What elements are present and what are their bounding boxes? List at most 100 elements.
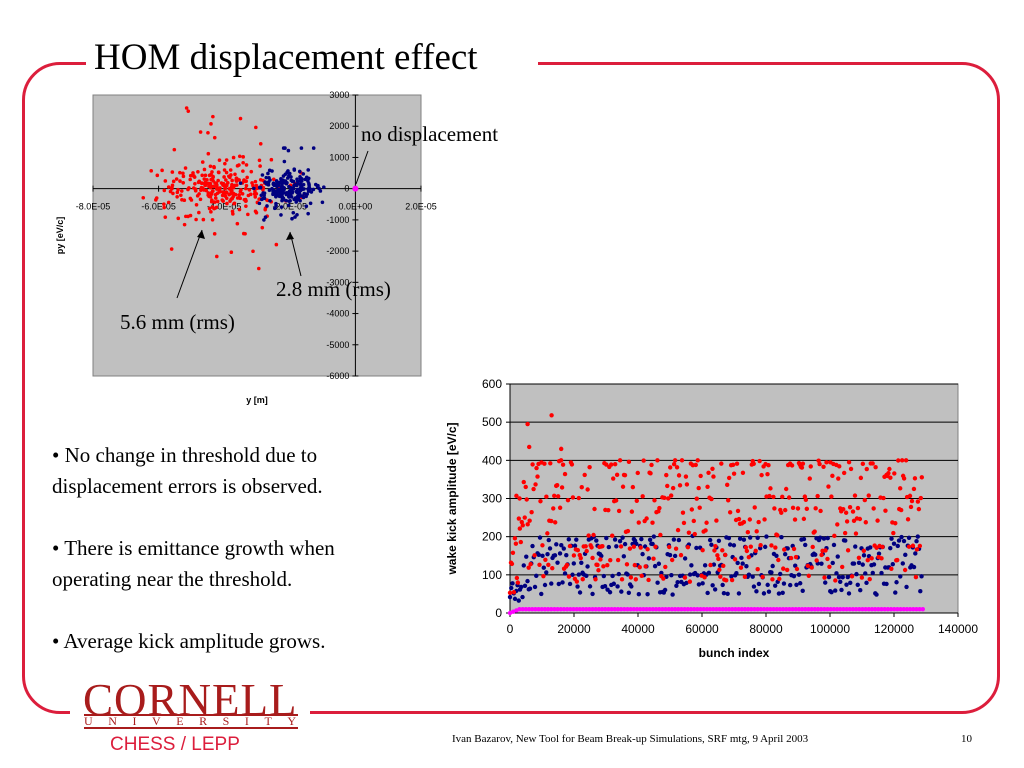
blue-point <box>762 544 768 550</box>
red-point <box>589 545 594 550</box>
red-point <box>210 198 214 203</box>
blue-point <box>801 536 807 542</box>
blue-point <box>904 584 909 590</box>
magenta-point <box>536 606 541 612</box>
red-point <box>806 573 811 578</box>
blue-point <box>575 584 580 589</box>
blue-point <box>682 556 688 561</box>
red-point <box>819 552 824 558</box>
blue-point <box>257 185 262 190</box>
magenta-point <box>660 606 665 612</box>
magenta-point <box>901 606 906 612</box>
red-point <box>232 201 236 206</box>
red-point <box>640 494 645 499</box>
magenta-point <box>695 606 700 612</box>
red-point <box>188 177 192 182</box>
blue-point <box>871 562 877 567</box>
red-point <box>615 557 621 563</box>
red-point <box>566 574 572 579</box>
red-point <box>231 191 236 196</box>
magenta-point <box>669 606 675 612</box>
blue-point <box>798 581 803 586</box>
blue-point <box>540 553 545 559</box>
magenta-point <box>885 606 891 612</box>
red-point <box>274 242 279 247</box>
red-point <box>604 462 609 467</box>
red-point <box>847 505 853 510</box>
red-point <box>683 474 689 479</box>
red-point <box>557 505 563 510</box>
magenta-point <box>691 606 697 612</box>
red-point <box>915 499 921 504</box>
blue-point <box>579 560 584 565</box>
red-point <box>840 506 846 512</box>
red-point <box>886 470 891 476</box>
blue-point <box>915 534 920 539</box>
red-point <box>233 183 237 188</box>
red-point <box>254 210 259 215</box>
blue-point <box>709 542 714 547</box>
blue-point <box>306 168 311 172</box>
red-point <box>657 505 662 511</box>
blue-point <box>662 587 668 593</box>
blue-point <box>647 537 653 542</box>
red-point <box>162 202 166 207</box>
red-point <box>816 458 821 463</box>
blue-point <box>571 561 576 566</box>
y-tick-label: 2000 <box>329 121 349 131</box>
red-point <box>850 509 856 514</box>
red-point <box>756 519 761 525</box>
blue-point <box>564 552 569 558</box>
red-point <box>775 533 780 538</box>
red-point <box>916 506 922 512</box>
red-point <box>723 552 728 558</box>
blue-point <box>566 537 571 542</box>
magenta-point <box>720 606 725 612</box>
red-point <box>914 547 920 552</box>
red-point <box>730 462 736 468</box>
blue-point <box>863 571 868 576</box>
magenta-point <box>564 606 570 612</box>
red-point <box>667 544 672 550</box>
phase-space-scatter-chart: -8.0E-05-6.0E-05-4.0E-05-2.0E-050.0E+002… <box>55 90 437 405</box>
red-point <box>558 458 564 463</box>
magenta-point <box>812 606 818 612</box>
red-point <box>613 498 619 503</box>
red-point <box>168 189 173 194</box>
logo-letter: N <box>108 714 117 728</box>
magenta-point <box>857 606 862 612</box>
red-point <box>170 187 174 191</box>
blue-point <box>607 590 613 595</box>
red-point <box>801 516 807 522</box>
red-point <box>246 212 250 217</box>
red-point <box>221 191 226 196</box>
logo-letter: T <box>264 714 272 728</box>
blue-point <box>552 553 558 558</box>
blue-point <box>606 544 612 550</box>
red-point <box>734 461 740 466</box>
red-point <box>844 519 850 524</box>
blue-point <box>534 573 539 579</box>
blue-point <box>888 545 893 551</box>
blue-point <box>238 181 243 185</box>
red-point <box>244 204 248 208</box>
magenta-point <box>784 606 789 612</box>
blue-point <box>614 544 619 549</box>
blue-point <box>776 591 782 596</box>
blue-point <box>587 584 593 589</box>
red-point <box>201 217 206 222</box>
blue-point <box>823 580 828 585</box>
blue-point <box>726 535 732 541</box>
red-point <box>895 557 900 563</box>
red-point <box>217 170 221 175</box>
red-point <box>709 496 714 502</box>
red-point <box>601 564 606 569</box>
blue-point <box>520 594 525 600</box>
y-tick-label: 500 <box>482 415 502 429</box>
red-point <box>221 182 225 187</box>
red-point <box>192 175 197 179</box>
magenta-point <box>650 606 656 612</box>
cornell-logo: CORNELL <box>83 675 298 725</box>
blue-point <box>590 591 595 597</box>
blue-point <box>636 591 642 597</box>
